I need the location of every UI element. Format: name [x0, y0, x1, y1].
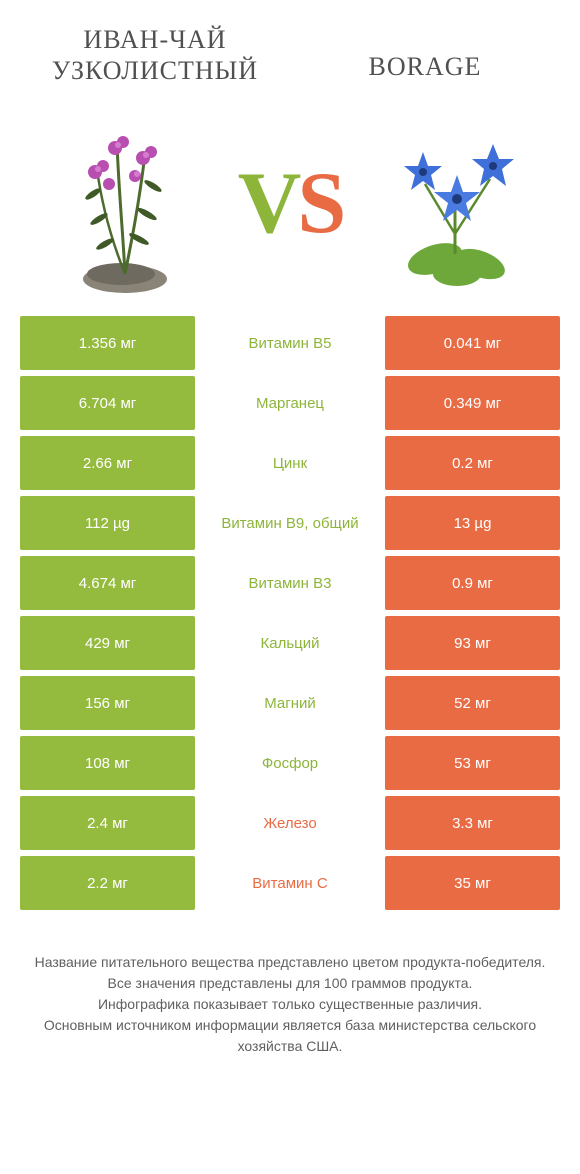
- value-right: 0.2 мг: [385, 436, 560, 490]
- value-left: 2.66 мг: [20, 436, 195, 490]
- footer-line-3: Инфографика показывает только существенн…: [26, 994, 554, 1015]
- table-row: 4.674 мгВитамин B30.9 мг: [20, 556, 560, 610]
- value-left: 6.704 мг: [20, 376, 195, 430]
- value-right: 13 µg: [385, 496, 560, 550]
- table-row: 108 мгФосфор53 мг: [20, 736, 560, 790]
- table-row: 429 мгКальций93 мг: [20, 616, 560, 670]
- vs-s: S: [297, 155, 342, 252]
- header: ИВАН-ЧАЙ УЗКОЛИСТНЫЙ BORAGE: [0, 0, 580, 86]
- plant-left-illustration: [20, 114, 230, 294]
- value-left: 1.356 мг: [20, 316, 195, 370]
- value-right: 35 мг: [385, 856, 560, 910]
- value-right: 0.041 мг: [385, 316, 560, 370]
- value-left: 2.4 мг: [20, 796, 195, 850]
- footer-line-2: Все значения представлены для 100 граммо…: [26, 973, 554, 994]
- title-left-line1: ИВАН-ЧАЙ: [20, 24, 290, 55]
- infographic-container: ИВАН-ЧАЙ УЗКОЛИСТНЫЙ BORAGE: [0, 0, 580, 1174]
- vs-v: V: [238, 155, 298, 252]
- title-right: BORAGE: [290, 24, 560, 82]
- value-right: 53 мг: [385, 736, 560, 790]
- nutrient-label: Цинк: [201, 436, 379, 490]
- value-left: 112 µg: [20, 496, 195, 550]
- value-right: 93 мг: [385, 616, 560, 670]
- table-row: 112 µgВитамин B9, общий13 µg: [20, 496, 560, 550]
- footer-line-4: Основным источником информации является …: [26, 1015, 554, 1057]
- table-row: 6.704 мгМарганец0.349 мг: [20, 376, 560, 430]
- vs-label: VS: [238, 160, 343, 248]
- nutrient-label: Витамин C: [201, 856, 379, 910]
- nutrient-label: Фосфор: [201, 736, 379, 790]
- title-left: ИВАН-ЧАЙ УЗКОЛИСТНЫЙ: [20, 24, 290, 86]
- nutrient-label: Витамин B9, общий: [201, 496, 379, 550]
- comparison-table: 1.356 мгВитамин B50.041 мг 6.704 мгМарган…: [0, 316, 580, 910]
- borage-icon: [375, 114, 535, 294]
- nutrient-label: Витамин B5: [201, 316, 379, 370]
- footer-notes: Название питательного вещества представл…: [0, 916, 580, 1057]
- table-row: 1.356 мгВитамин B50.041 мг: [20, 316, 560, 370]
- footer-line-1: Название питательного вещества представл…: [26, 952, 554, 973]
- nutrient-label: Марганец: [201, 376, 379, 430]
- nutrient-label: Кальций: [201, 616, 379, 670]
- value-right: 0.9 мг: [385, 556, 560, 610]
- table-row: 2.66 мгЦинк0.2 мг: [20, 436, 560, 490]
- value-left: 108 мг: [20, 736, 195, 790]
- value-left: 156 мг: [20, 676, 195, 730]
- table-row: 156 мгМагний52 мг: [20, 676, 560, 730]
- title-left-line2: УЗКОЛИСТНЫЙ: [20, 55, 290, 86]
- hero-row: VS: [0, 86, 580, 316]
- value-left: 2.2 мг: [20, 856, 195, 910]
- nutrient-label: Магний: [201, 676, 379, 730]
- table-row: 2.4 мгЖелезо3.3 мг: [20, 796, 560, 850]
- nutrient-label: Железо: [201, 796, 379, 850]
- value-right: 52 мг: [385, 676, 560, 730]
- value-right: 0.349 мг: [385, 376, 560, 430]
- plant-right-illustration: [350, 114, 560, 294]
- nutrient-label: Витамин B3: [201, 556, 379, 610]
- value-left: 429 мг: [20, 616, 195, 670]
- value-left: 4.674 мг: [20, 556, 195, 610]
- table-row: 2.2 мгВитамин C35 мг: [20, 856, 560, 910]
- fireweed-icon: [45, 114, 205, 294]
- value-right: 3.3 мг: [385, 796, 560, 850]
